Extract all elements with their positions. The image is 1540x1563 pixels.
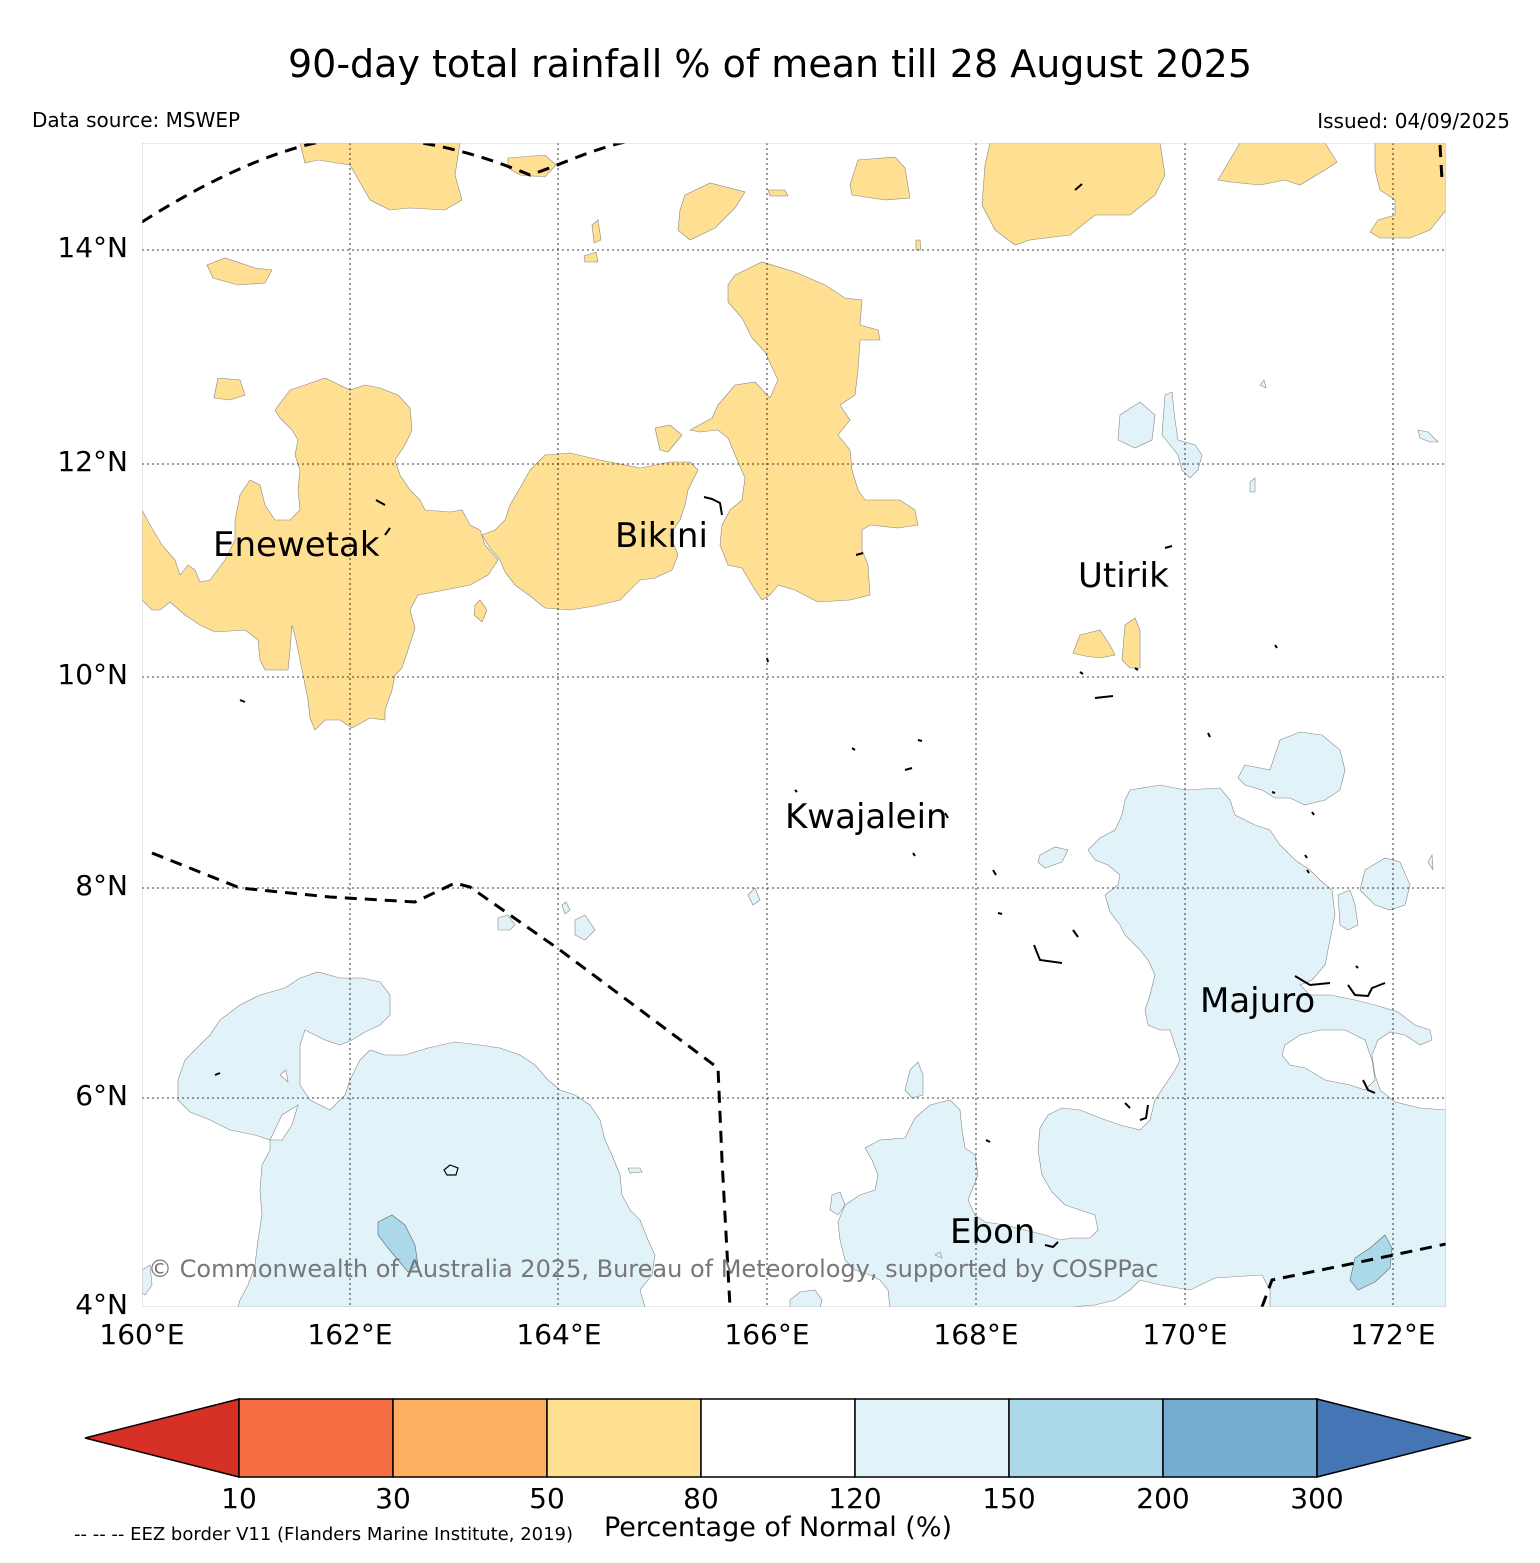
lon-label: 172°E	[1350, 1318, 1436, 1351]
lon-label: 168°E	[933, 1318, 1019, 1351]
colorbar-tick: 120	[828, 1482, 882, 1515]
lat-label: 14°N	[57, 231, 128, 264]
lon-label: 170°E	[1142, 1318, 1228, 1351]
colorbar-above-300	[1316, 1398, 1472, 1478]
eez-legend-note: -- -- -- EEZ border V11 (Flanders Marine…	[74, 1524, 574, 1545]
colorbar-below-10	[84, 1398, 240, 1478]
colorbar-120-150	[854, 1398, 1010, 1478]
island-outline	[443, 1164, 459, 1176]
place-label-kwajalein: Kwajalein	[785, 797, 948, 837]
colorbar-tick: 150	[982, 1482, 1036, 1515]
colorbar-50-80	[546, 1398, 702, 1478]
very-wet-anomaly-regions	[377, 1214, 1393, 1291]
lat-label: 12°N	[57, 445, 128, 478]
colorbar-10-30	[238, 1398, 394, 1478]
colorbar-tick: 10	[221, 1482, 257, 1515]
atoll-outlines	[214, 183, 1386, 1249]
colorbar-200-300	[1162, 1398, 1318, 1478]
dry-anomaly-regions	[142, 143, 1446, 731]
colorbar-tick: 30	[375, 1482, 411, 1515]
map-title: 90-day total rainfall % of mean till 28 …	[287, 42, 1252, 86]
colorbar-30-50	[392, 1398, 548, 1478]
gridlines	[142, 143, 1446, 1307]
lon-label: 164°E	[516, 1318, 602, 1351]
lon-label: 160°E	[99, 1318, 185, 1351]
place-label-utirik: Utirik	[1078, 556, 1169, 596]
place-label-majuro: Majuro	[1200, 981, 1316, 1021]
data-source-label: Data source: MSWEP	[32, 108, 241, 132]
place-label-ebon: Ebon	[950, 1212, 1036, 1252]
colorbar-tick: 80	[683, 1482, 719, 1515]
colorbar-150-200	[1008, 1398, 1164, 1478]
colorbar-80-120	[700, 1398, 856, 1478]
colorbar-tick: 200	[1136, 1482, 1190, 1515]
lat-label: 6°N	[75, 1079, 128, 1112]
wet-anomaly-regions	[142, 379, 1446, 1307]
issued-date-label: Issued: 04/09/2025	[1317, 109, 1510, 133]
colorbar-tick: 300	[1290, 1482, 1344, 1515]
colorbar-label: Percentage of Normal (%)	[603, 1512, 953, 1543]
eez-borders	[142, 143, 1446, 1307]
lat-label: 10°N	[57, 658, 128, 691]
copyright-notice: © Commonwealth of Australia 2025, Bureau…	[148, 1255, 1159, 1283]
lon-label: 166°E	[724, 1318, 810, 1351]
lat-label: 8°N	[75, 869, 128, 902]
place-label-bikini: Bikini	[615, 516, 708, 556]
colorbar-tick: 50	[529, 1482, 565, 1515]
lat-label: 4°N	[75, 1288, 128, 1321]
place-label-enewetak: Enewetak	[213, 525, 380, 565]
lon-label: 162°E	[307, 1318, 393, 1351]
